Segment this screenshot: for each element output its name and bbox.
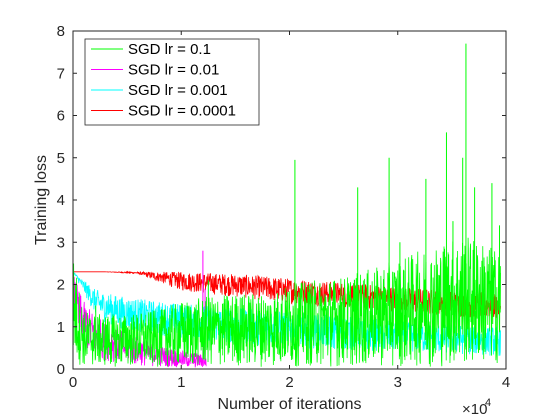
y-tick-label: 7 — [57, 65, 65, 82]
x-multiplier-exponent: 4 — [485, 397, 491, 409]
legend-items: SGD lr = 0.1 SGD lr = 0.01 SGD lr = 0.001 S… — [91, 41, 236, 120]
series-layer — [72, 43, 501, 368]
y-tick-label: 0 — [57, 361, 65, 378]
series-line-0 — [72, 237, 501, 367]
tick-layer: 0 1 2 3 4 0 1 2 3 4 5 6 7 8 — [57, 23, 511, 391]
y-tick-label: 5 — [57, 150, 65, 167]
y-tick-label: 6 — [57, 108, 65, 125]
x-multiplier-base: ×10 — [462, 401, 487, 418]
x-axis-label: Number of iterations — [217, 396, 361, 413]
x-tick-label: 4 — [502, 374, 510, 391]
y-tick-label: 3 — [57, 234, 65, 251]
series-line-3 — [73, 270, 501, 318]
y-tick-label: 1 — [57, 319, 65, 336]
x-tick-label: 0 — [69, 374, 77, 391]
y-tick-label: 4 — [57, 192, 65, 209]
x-multiplier: ×10 4 — [462, 397, 491, 418]
y-axis-label: Training loss — [33, 155, 50, 245]
x-tick-label: 1 — [177, 374, 185, 391]
x-tick-label: 3 — [394, 374, 402, 391]
y-tick-label: 8 — [57, 23, 65, 40]
legend-label: SGD lr = 0.01 — [128, 62, 219, 79]
legend-box — [84, 38, 260, 126]
legend-label: SGD lr = 0.0001 — [128, 103, 236, 120]
y-tick-label: 2 — [57, 277, 65, 294]
legend-label: SGD lr = 0.1 — [128, 41, 211, 58]
legend: SGD lr = 0.1 SGD lr = 0.01 SGD lr = 0.001 S… — [84, 38, 260, 126]
x-tick-label: 2 — [285, 374, 293, 391]
legend-label: SGD lr = 0.001 — [128, 82, 228, 99]
